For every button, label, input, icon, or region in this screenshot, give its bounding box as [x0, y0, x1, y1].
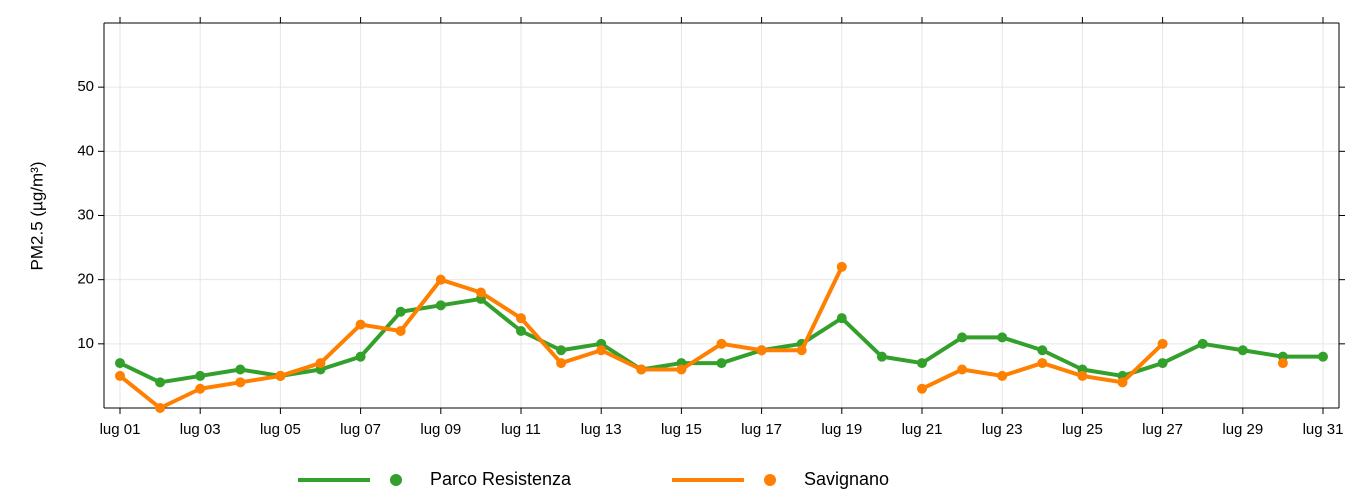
data-point [1157, 338, 1168, 349]
data-point [1237, 345, 1248, 356]
data-point [155, 377, 166, 388]
x-tick-label: lug 27 [1142, 421, 1183, 438]
data-point [676, 364, 687, 375]
data-point [836, 313, 847, 324]
y-axis-title: PM2.5 (µg/m³) [27, 162, 46, 271]
data-point [235, 364, 246, 375]
data-point [876, 351, 887, 362]
data-point [917, 383, 927, 394]
x-tick-label: lug 15 [661, 421, 702, 438]
x-tick-label: lug 07 [340, 421, 381, 438]
x-tick-label: lug 13 [581, 421, 622, 438]
y-tick-label: 20 [77, 271, 94, 288]
data-point [195, 370, 206, 381]
data-point [1157, 358, 1168, 369]
x-tick-label: lug 21 [902, 421, 943, 438]
data-point [756, 345, 767, 356]
data-point [516, 326, 526, 336]
data-point [636, 364, 647, 375]
data-point [997, 332, 1008, 343]
data-point [435, 274, 446, 285]
legend-label: Savignano [804, 469, 889, 489]
data-point [1077, 370, 1088, 381]
data-point [275, 370, 286, 381]
x-tick-label: lug 09 [420, 421, 461, 438]
data-point [556, 358, 567, 369]
data-point [836, 261, 847, 272]
data-point [475, 287, 486, 298]
data-point [355, 351, 366, 362]
data-point [395, 326, 406, 336]
data-point [957, 332, 968, 343]
data-point [435, 300, 446, 311]
x-tick-label: lug 11 [501, 421, 541, 438]
legend-dot [390, 474, 402, 486]
data-point [716, 338, 727, 349]
x-tick-label: lug 05 [260, 421, 301, 438]
data-point [516, 313, 526, 324]
data-point [115, 370, 125, 381]
data-point [556, 345, 567, 356]
x-tick-label: lug 31 [1303, 421, 1344, 438]
legend-item: Parco Resistenza [298, 469, 572, 489]
data-point [796, 345, 807, 356]
x-tick-label: lug 23 [982, 421, 1023, 438]
data-point [1117, 377, 1128, 388]
x-tick-label: lug 01 [100, 421, 141, 438]
data-point [235, 377, 246, 388]
data-point [997, 370, 1008, 381]
data-point [1037, 358, 1048, 369]
data-point [115, 358, 125, 369]
data-point [155, 403, 166, 413]
y-tick-label: 30 [77, 206, 94, 223]
data-point [195, 383, 206, 394]
data-point [1037, 345, 1048, 356]
legend-item: Savignano [672, 469, 889, 489]
x-tick-label: lug 25 [1062, 421, 1103, 438]
x-tick-label: lug 19 [821, 421, 862, 438]
series-line [120, 267, 1283, 408]
data-point [355, 319, 366, 330]
y-tick-label: 10 [77, 335, 94, 352]
y-tick-label: 40 [77, 142, 94, 159]
data-point [917, 358, 927, 369]
data-point [315, 358, 326, 369]
data-point [1277, 358, 1288, 369]
data-point [395, 306, 406, 317]
data-point [596, 345, 607, 356]
x-tick-label: lug 29 [1222, 421, 1263, 438]
data-point [716, 358, 727, 369]
data-point [1197, 338, 1208, 349]
data-point [1318, 351, 1328, 362]
x-tick-label: lug 17 [741, 421, 782, 438]
legend-dot [764, 474, 776, 486]
y-tick-label: 50 [77, 78, 94, 95]
data-point [957, 364, 968, 375]
legend-label: Parco Resistenza [430, 469, 572, 489]
x-tick-label: lug 03 [180, 421, 221, 438]
